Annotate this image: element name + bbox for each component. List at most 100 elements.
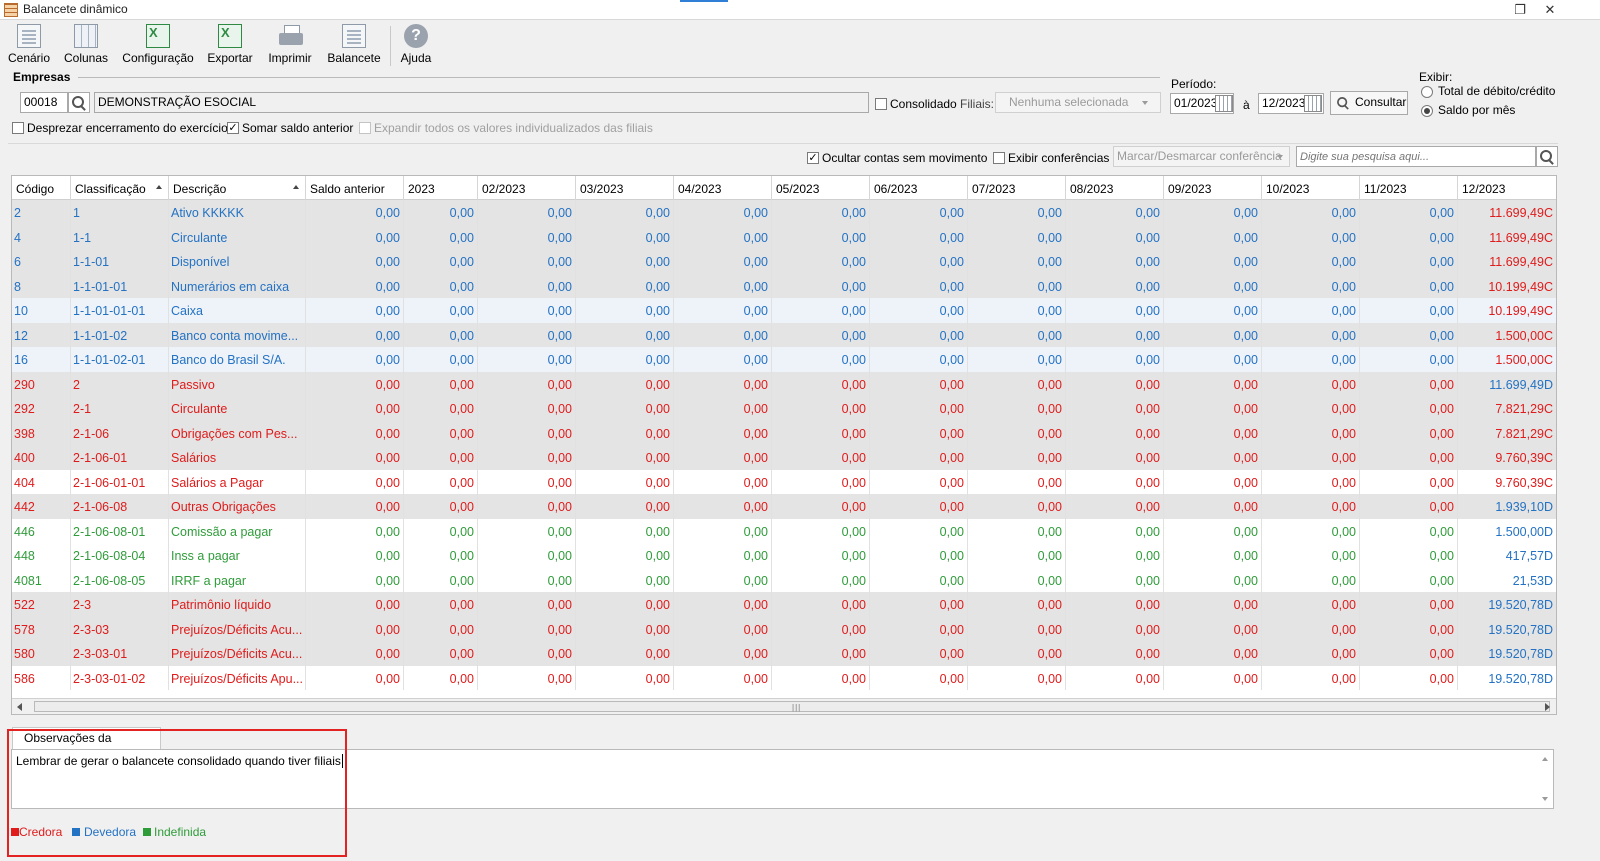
- cell-value: 0,00: [674, 396, 772, 421]
- imprimir-button[interactable]: Imprimir: [264, 24, 316, 70]
- exportar-button[interactable]: Exportar: [205, 24, 255, 70]
- cell-value: 0,00: [1164, 371, 1262, 396]
- balancete-button[interactable]: Balancete: [325, 24, 383, 70]
- table-row[interactable]: 290 2 Passivo 0,00 0,00 0,00 0,00 0,00 0,00 0,00 0…: [12, 371, 1556, 396]
- column-header[interactable]: 03/2023: [576, 176, 674, 200]
- cell-codigo: 578: [12, 616, 71, 641]
- cell-descricao: Ativo KKKKK: [169, 200, 306, 225]
- notes-scrollbar[interactable]: [1537, 751, 1553, 807]
- cenario-button[interactable]: Cenário: [6, 24, 52, 70]
- table-row[interactable]: 448 2-1-06-08-04 Inss a pagar 0,00 0,00 0,00 0…: [12, 543, 1556, 568]
- table-row[interactable]: 4081 2-1-06-08-05 IRRF a pagar 0,00 0,00 0,00…: [12, 567, 1556, 592]
- table-row[interactable]: 446 2-1-06-08-01 Comissão a pagar 0,00 0,00 0…: [12, 518, 1556, 543]
- column-header[interactable]: Saldo anterior: [306, 176, 404, 200]
- marcar-conferencia-value: Marcar/Desmarcar conferência: [1117, 149, 1282, 163]
- cell-codigo: 404: [12, 469, 71, 494]
- ajuda-button[interactable]: ? Ajuda: [396, 24, 436, 70]
- cell-value: 0,00: [1066, 543, 1164, 568]
- exibir-conferencias-checkbox[interactable]: [993, 152, 1005, 164]
- scroll-left-icon[interactable]: [17, 703, 22, 711]
- table-row[interactable]: 4 1-1 Circulante 0,00 0,00 0,00 0,00 0,00 0,00 0,…: [12, 224, 1556, 249]
- cell-value: 0,00: [306, 641, 404, 666]
- cell-classificacao: 2-3-03-01-02: [71, 665, 169, 690]
- cell-codigo: 522: [12, 592, 71, 617]
- configuracao-button[interactable]: Configuração: [120, 24, 196, 70]
- columns-icon: [74, 24, 98, 48]
- cell-value: 0,00: [404, 494, 478, 519]
- balancete-grid[interactable]: Código Classificação Descrição Saldo anteri…: [11, 175, 1557, 715]
- cell-classificacao: 2-1-06-01-01: [71, 469, 169, 494]
- tab-observacoes[interactable]: Observações da empresa: [12, 727, 161, 759]
- column-header[interactable]: 07/2023: [968, 176, 1066, 200]
- ocultar-checkbox[interactable]: ✓: [807, 152, 819, 164]
- consultar-button[interactable]: Consultar: [1330, 91, 1408, 115]
- column-header[interactable]: 10/2023: [1262, 176, 1360, 200]
- table-row[interactable]: 442 2-1-06-08 Outras Obrigações 0,00 0,00 0,0…: [12, 494, 1556, 519]
- table-row[interactable]: 8 1-1-01-01 Numerários em caixa 0,00 0,00 0,0…: [12, 273, 1556, 298]
- table-row[interactable]: 580 2-3-03-01 Prejuízos/Déficits Acu... 0,0…: [12, 641, 1556, 666]
- table-row[interactable]: 400 2-1-06-01 Salários 0,00 0,00 0,00 0,00 0,00…: [12, 445, 1556, 470]
- empresa-code-input[interactable]: 00018: [20, 92, 68, 113]
- table-row[interactable]: 292 2-1 Circulante 0,00 0,00 0,00 0,00 0,00 0,00…: [12, 396, 1556, 421]
- table-row[interactable]: 10 1-1-01-01-01 Caixa 0,00 0,00 0,00 0,00 0,00 0…: [12, 298, 1556, 323]
- calendar-icon[interactable]: [1304, 95, 1322, 112]
- consolidado-checkbox[interactable]: [875, 98, 887, 110]
- cell-value: 0,00: [1262, 396, 1360, 421]
- table-row[interactable]: 16 1-1-01-02-01 Banco do Brasil S/A. 0,00 0,…: [12, 347, 1556, 372]
- cell-value: 0,00: [674, 298, 772, 323]
- cell-value: 0,00: [306, 224, 404, 249]
- column-header[interactable]: Descrição: [169, 176, 306, 200]
- scroll-up-icon[interactable]: [1542, 757, 1548, 761]
- table-row[interactable]: 578 2-3-03 Prejuízos/Déficits Acu... 0,00 0,…: [12, 616, 1556, 641]
- somar-checkbox[interactable]: ✓: [227, 122, 239, 134]
- column-header[interactable]: 12/2023: [1458, 176, 1556, 200]
- table-row[interactable]: 2 1 Ativo KKKKK 0,00 0,00 0,00 0,00 0,00 0,00 0,0…: [12, 200, 1556, 225]
- table-row[interactable]: 398 2-1-06 Obrigações com Pes... 0,00 0,00 0,…: [12, 420, 1556, 445]
- cell-value: 0,00: [1164, 592, 1262, 617]
- scroll-right-icon[interactable]: [1545, 703, 1550, 711]
- search-input[interactable]: [1296, 146, 1536, 167]
- scroll-down-icon[interactable]: [1542, 797, 1548, 801]
- cell-value: 0,00: [674, 224, 772, 249]
- cell-value: 0,00: [478, 224, 576, 249]
- cell-classificacao: 1-1-01-02: [71, 322, 169, 347]
- cell-value: 0,00: [478, 322, 576, 347]
- calendar-icon[interactable]: [1215, 95, 1233, 112]
- table-row[interactable]: 404 2-1-06-01-01 Salários a Pagar 0,00 0,00 0…: [12, 469, 1556, 494]
- cell-value: 0,00: [1164, 249, 1262, 274]
- cell-value: 0,00: [772, 396, 870, 421]
- table-row[interactable]: 586 2-3-03-01-02 Prejuízos/Déficits Apu...…: [12, 665, 1556, 690]
- cell-value: 0,00: [1066, 200, 1164, 225]
- desprezar-checkbox[interactable]: [12, 122, 24, 134]
- cell-value: 0,00: [576, 518, 674, 543]
- consultar-label: Consultar: [1355, 95, 1407, 109]
- table-row[interactable]: 12 1-1-01-02 Banco conta movime... 0,00 0,00…: [12, 322, 1556, 347]
- column-header[interactable]: 08/2023: [1066, 176, 1164, 200]
- saldo-por-mes-radio[interactable]: [1421, 105, 1433, 117]
- horizontal-scrollbar[interactable]: |||: [12, 698, 1556, 714]
- colunas-button[interactable]: Colunas: [62, 24, 110, 70]
- column-header[interactable]: 11/2023: [1360, 176, 1458, 200]
- column-header[interactable]: 05/2023: [772, 176, 870, 200]
- cell-value: 0,00: [404, 322, 478, 347]
- cell-value: 0,00: [772, 494, 870, 519]
- cell-value: 0,00: [772, 420, 870, 445]
- column-header[interactable]: 04/2023: [674, 176, 772, 200]
- total-debito-credito-radio[interactable]: [1421, 86, 1433, 98]
- observacoes-textarea[interactable]: Lembrar de gerar o balancete consolidado…: [11, 749, 1554, 809]
- table-row[interactable]: 6 1-1-01 Disponível 0,00 0,00 0,00 0,00 0,00 0,0…: [12, 249, 1556, 274]
- table-row[interactable]: 522 2-3 Patrimônio líquido 0,00 0,00 0,00 0,00…: [12, 592, 1556, 617]
- column-header[interactable]: 02/2023: [478, 176, 576, 200]
- empresa-search-button[interactable]: [68, 92, 90, 113]
- column-header[interactable]: 2023: [404, 176, 478, 200]
- column-header[interactable]: 06/2023: [870, 176, 968, 200]
- grid-search-button[interactable]: [1536, 146, 1558, 167]
- column-header[interactable]: 09/2023: [1164, 176, 1262, 200]
- restore-window-icon[interactable]: ❐: [1514, 2, 1526, 17]
- column-header[interactable]: Classificação: [71, 176, 169, 200]
- column-header[interactable]: Código: [12, 176, 71, 200]
- close-icon[interactable]: ✕: [1544, 2, 1556, 17]
- cell-classificacao: 2-1-06-08-05: [71, 567, 169, 592]
- cell-value: 0,00: [1066, 273, 1164, 298]
- cell-value: 0,00: [306, 371, 404, 396]
